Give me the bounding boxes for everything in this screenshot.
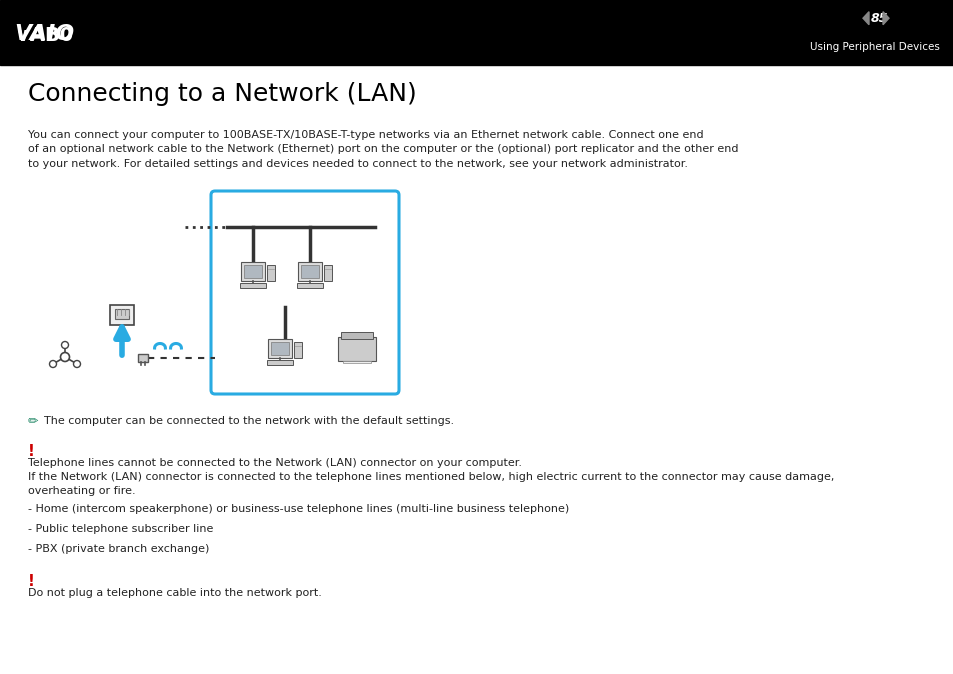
Text: If the Network (LAN) connector is connected to the telephone lines mentioned bel: If the Network (LAN) connector is connec… bbox=[28, 472, 834, 482]
Bar bbox=[267, 360, 293, 365]
Text: - Home (intercom speakerphone) or business-use telephone lines (multi-line busin: - Home (intercom speakerphone) or busine… bbox=[28, 504, 569, 514]
Text: !: ! bbox=[28, 444, 35, 459]
Bar bbox=[138, 354, 148, 362]
Bar bbox=[241, 262, 265, 280]
Bar bbox=[115, 309, 129, 319]
Text: overheating or fire.: overheating or fire. bbox=[28, 486, 135, 496]
Bar bbox=[340, 332, 373, 339]
Bar bbox=[110, 305, 133, 325]
Bar bbox=[294, 342, 301, 358]
Circle shape bbox=[61, 342, 69, 348]
Circle shape bbox=[60, 353, 70, 361]
Text: ∨ΑΒ0: ∨ΑΒ0 bbox=[14, 26, 73, 45]
Bar bbox=[342, 361, 371, 363]
Bar bbox=[240, 283, 266, 288]
Circle shape bbox=[50, 361, 56, 367]
Circle shape bbox=[73, 361, 80, 367]
Bar bbox=[268, 339, 292, 358]
Text: You can connect your computer to 100BASE-TX/10BASE-T-type networks via an Ethern: You can connect your computer to 100BASE… bbox=[28, 130, 703, 140]
Text: - PBX (private branch exchange): - PBX (private branch exchange) bbox=[28, 544, 209, 554]
Text: VAIO: VAIO bbox=[14, 24, 74, 44]
Polygon shape bbox=[862, 11, 868, 25]
Bar bbox=[271, 342, 289, 355]
Bar bbox=[243, 265, 262, 278]
Text: Connecting to a Network (LAN): Connecting to a Network (LAN) bbox=[28, 82, 416, 106]
Text: The computer can be connected to the network with the default settings.: The computer can be connected to the net… bbox=[44, 416, 454, 426]
Polygon shape bbox=[882, 11, 888, 25]
Text: !: ! bbox=[28, 574, 35, 589]
Text: Telephone lines cannot be connected to the Network (LAN) connector on your compu: Telephone lines cannot be connected to t… bbox=[28, 458, 521, 468]
FancyBboxPatch shape bbox=[211, 191, 398, 394]
Bar bbox=[300, 265, 319, 278]
Text: 85: 85 bbox=[869, 11, 887, 25]
Bar bbox=[267, 265, 274, 281]
Text: - Public telephone subscriber line: - Public telephone subscriber line bbox=[28, 524, 213, 534]
Bar bbox=[297, 283, 322, 288]
Text: Do not plug a telephone cable into the network port.: Do not plug a telephone cable into the n… bbox=[28, 588, 321, 598]
Text: ✏: ✏ bbox=[28, 415, 38, 428]
Text: Using Peripheral Devices: Using Peripheral Devices bbox=[809, 42, 939, 52]
Text: to your network. For detailed settings and devices needed to connect to the netw: to your network. For detailed settings a… bbox=[28, 159, 687, 169]
Text: of an optional network cable to the Network (Ethernet) port on the computer or t: of an optional network cable to the Netw… bbox=[28, 144, 738, 154]
Bar bbox=[324, 265, 332, 281]
Bar bbox=[337, 337, 375, 361]
Bar bbox=[297, 262, 321, 280]
Bar bbox=[0, 0, 953, 65]
